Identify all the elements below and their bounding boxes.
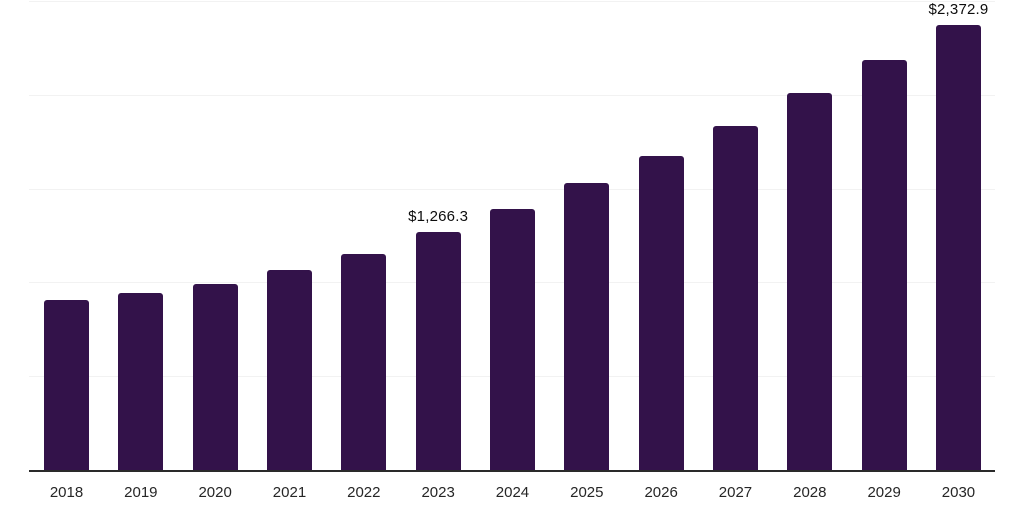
gridline — [29, 1, 995, 2]
plot-area: $1,266.3 $2,372.9 — [29, 0, 995, 472]
bar-2026 — [638, 155, 684, 470]
x-tick-label-2018: 2018 — [49, 484, 84, 501]
bar-2025 — [564, 182, 610, 470]
x-tick-label-2019: 2019 — [124, 484, 158, 501]
gridline — [29, 94, 995, 96]
x-tick-label-2028: 2028 — [793, 484, 827, 501]
x-axis-labels: 2018 2019 2020 2021 2022 2023 2024 2025 2026 2027… — [29, 472, 995, 512]
x-tick-label-2025: 2025 — [570, 484, 604, 501]
gridline — [29, 188, 995, 190]
bar-2022 — [341, 254, 387, 470]
bar-2029 — [861, 60, 907, 470]
x-tick-label-2027: 2027 — [718, 484, 753, 501]
bar-2020 — [192, 284, 238, 470]
x-tick-label-2024: 2024 — [495, 484, 530, 501]
bar-2018 — [44, 300, 89, 470]
bar-2027 — [712, 125, 758, 470]
x-tick-label-2026: 2026 — [644, 484, 678, 501]
x-tick-label-2021: 2021 — [272, 484, 307, 501]
bar-2028 — [787, 92, 833, 470]
x-tick-label-2029: 2029 — [867, 484, 901, 501]
x-axis-line — [29, 470, 995, 472]
x-tick-label-2022: 2022 — [347, 484, 381, 501]
bar-2024 — [489, 209, 535, 470]
x-tick-label-2020: 2020 — [198, 484, 232, 501]
value-label-2023: $1,266.3 — [408, 208, 469, 226]
x-tick-label-2030: 2030 — [941, 484, 976, 501]
x-tick-label-2023: 2023 — [421, 484, 455, 501]
bar-2030 — [935, 24, 981, 470]
bar-2019 — [118, 292, 164, 470]
bar-2023 — [415, 232, 461, 470]
bar-2021 — [266, 270, 312, 470]
value-label-2030: $2,372.9 — [928, 0, 989, 18]
